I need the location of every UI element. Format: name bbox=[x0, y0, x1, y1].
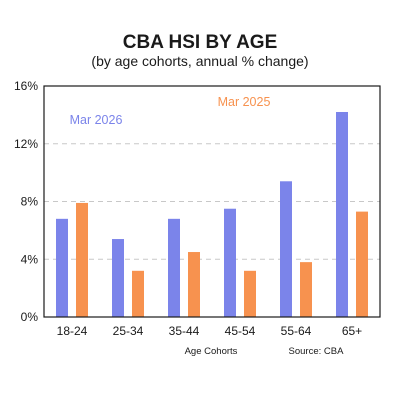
y-tick-label: 0% bbox=[21, 310, 39, 324]
bar-series-2 bbox=[132, 270, 144, 317]
bar-series-2 bbox=[76, 202, 88, 317]
x-tick-label: 65+ bbox=[342, 324, 362, 338]
bar-series-1 bbox=[168, 218, 180, 317]
x-tick-label: 45-54 bbox=[225, 324, 256, 338]
y-tick-label: 16% bbox=[14, 79, 38, 93]
bar-series-2 bbox=[244, 270, 256, 317]
y-tick-label: 8% bbox=[21, 195, 39, 209]
chart-title: CBA HSI BY AGE bbox=[123, 32, 278, 53]
chart-subtitle: (by age cohorts, annual % change) bbox=[91, 53, 308, 69]
x-tick-label: 25-34 bbox=[113, 324, 144, 338]
x-tick-label: 18-24 bbox=[57, 324, 88, 338]
x-tick-label: 35-44 bbox=[169, 324, 200, 338]
bars bbox=[56, 111, 368, 317]
x-tick-label: 55-64 bbox=[281, 324, 312, 338]
bar-series-1 bbox=[112, 239, 124, 317]
y-tick-label: 4% bbox=[21, 252, 39, 266]
y-tick-label: 12% bbox=[14, 137, 38, 151]
legend-label-series-1: Mar 2026 bbox=[70, 113, 123, 127]
bar-series-2 bbox=[188, 252, 200, 317]
bar-series-1 bbox=[224, 208, 236, 317]
bar-series-1 bbox=[56, 218, 68, 317]
source-note: Source: CBA bbox=[289, 346, 345, 357]
bar-series-2 bbox=[356, 211, 368, 317]
plot-frame bbox=[43, 85, 381, 318]
bar-series-1 bbox=[280, 181, 292, 317]
x-axis-title: Age Cohorts bbox=[185, 346, 238, 357]
gridlines bbox=[44, 143, 380, 260]
legend-label-series-2: Mar 2025 bbox=[218, 95, 271, 109]
y-axis: 0% 4% 8% 12% 16% bbox=[14, 79, 38, 324]
legend: Mar 2026 Mar 2025 bbox=[70, 95, 271, 127]
bar-series-2 bbox=[300, 262, 312, 317]
x-axis: 18-24 25-34 35-44 45-54 55-64 65+ bbox=[57, 324, 363, 338]
bar-series-1 bbox=[336, 111, 348, 317]
